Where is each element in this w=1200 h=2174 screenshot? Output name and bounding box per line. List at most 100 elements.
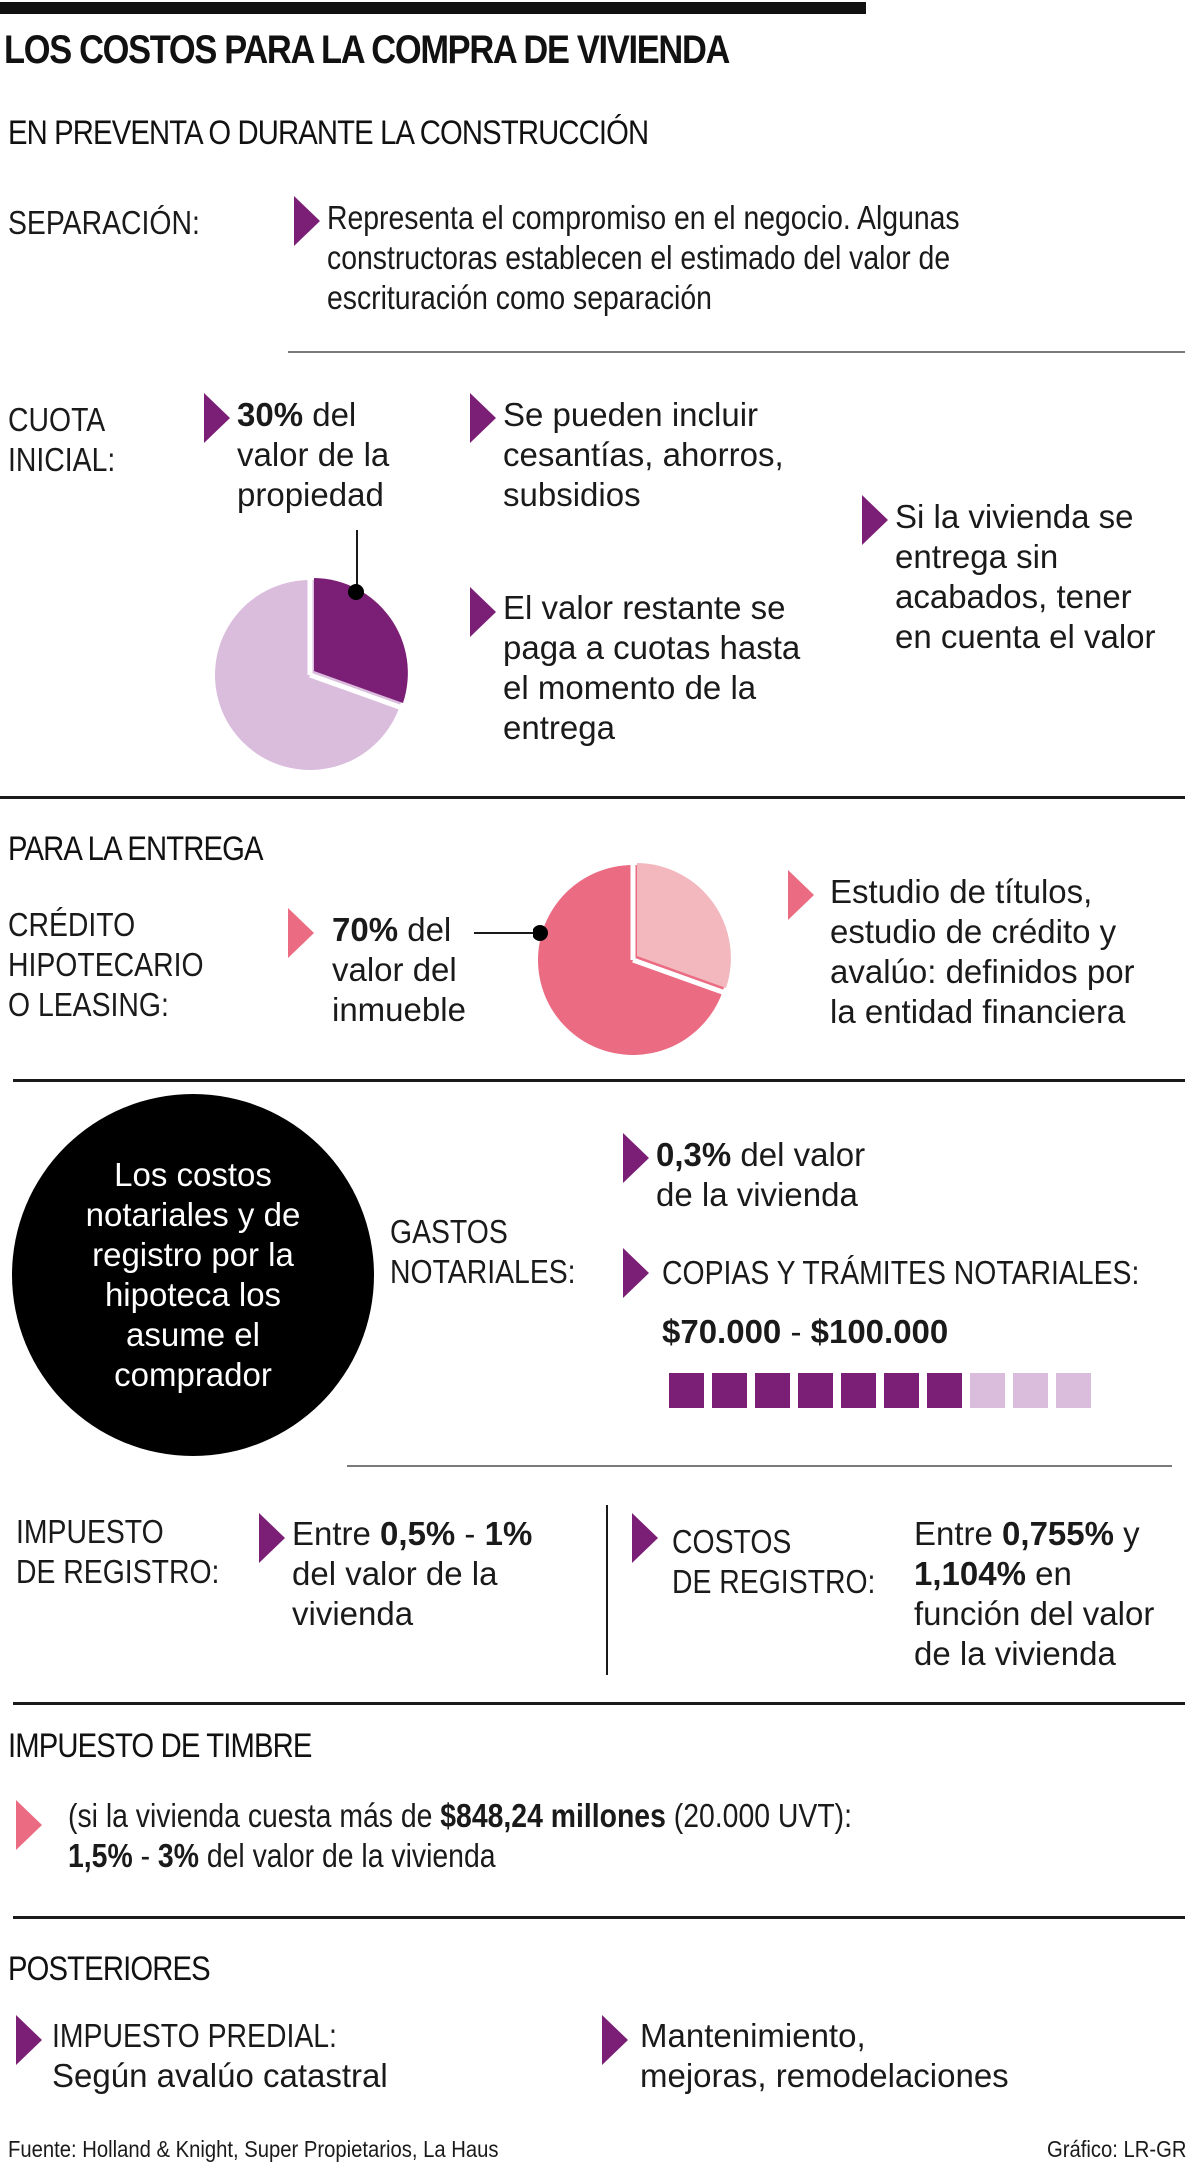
bullet-triangle-icon xyxy=(623,1248,649,1298)
bullet-triangle-icon xyxy=(623,1133,649,1183)
label-line: IMPUESTO xyxy=(16,1513,164,1550)
notariales-percent-text: 0,3% del valor de la vivienda xyxy=(656,1135,865,1215)
cuota-bullet-2: El valor restante se paga a cuotas hasta… xyxy=(503,588,800,748)
square-filled xyxy=(927,1373,962,1408)
square-empty xyxy=(1056,1373,1091,1408)
square-empty xyxy=(970,1373,1005,1408)
credito-label: CRÉDITO HIPOTECARIO O LEASING: xyxy=(8,905,204,1025)
divider xyxy=(13,1916,1185,1919)
text-line: cesantías, ahorros, xyxy=(503,436,784,473)
text-fragment: en xyxy=(1025,1555,1072,1592)
text-line: notariales y de xyxy=(85,1196,301,1233)
range-sep: - xyxy=(781,1313,811,1350)
credito-bullet: Estudio de títulos, estudio de crédito y… xyxy=(830,872,1135,1032)
text-fragment: del xyxy=(398,911,452,948)
text-line: mejoras, remodelaciones xyxy=(640,2057,1009,2094)
bullet-triangle-icon xyxy=(470,587,496,637)
bullet-triangle-icon xyxy=(862,495,888,545)
label-line: O LEASING: xyxy=(8,986,169,1023)
text-line: Se pueden incluir xyxy=(503,396,759,433)
circle-text: Los costos notariales y de registro por … xyxy=(43,1155,343,1395)
cuota-inicial-label: CUOTA INICIAL: xyxy=(8,400,115,480)
leader-dot xyxy=(348,584,364,600)
text-line: entrega sin xyxy=(895,538,1059,575)
text-line: constructoras establecen el estimado del… xyxy=(327,239,951,276)
text-line: acabados, tener xyxy=(895,578,1132,615)
credit-text: Gráfico: LR-GR xyxy=(1046,2136,1186,2162)
bullet-triangle-icon xyxy=(288,908,314,958)
section-heading-timbre: IMPUESTO DE TIMBRE xyxy=(8,1727,312,1765)
label-line: CRÉDITO xyxy=(8,906,136,943)
vertical-divider xyxy=(606,1505,608,1675)
text-fragment: - xyxy=(132,1837,158,1874)
info-circle: Los costos notariales y de registro por … xyxy=(12,1094,374,1456)
bullet-triangle-icon xyxy=(294,196,320,246)
leader-line xyxy=(474,932,540,934)
square-empty xyxy=(1013,1373,1048,1408)
squares-indicator xyxy=(669,1373,1091,1408)
leader-line xyxy=(356,530,358,592)
separacion-label: SEPARACIÓN: xyxy=(8,204,200,241)
costos-registro-label: COSTOS DE REGISTRO: xyxy=(672,1522,875,1602)
text-line: en cuenta el valor xyxy=(895,618,1156,655)
label-line: HIPOTECARIO xyxy=(8,946,204,983)
label-line: CUOTA xyxy=(8,401,106,438)
section-heading-preventa: EN PREVENTA O DURANTE LA CONSTRUCCIÓN xyxy=(8,114,649,152)
range-high: $100.000 xyxy=(810,1313,949,1350)
label-line: INICIAL: xyxy=(8,441,116,478)
cuota-bullet-1: Se pueden incluir cesantías, ahorros, su… xyxy=(503,395,784,515)
text-line: inmueble xyxy=(332,991,466,1028)
text-line: IMPUESTO PREDIAL: xyxy=(52,2017,337,2054)
text-fragment: del valor xyxy=(731,1136,866,1173)
percent-low: 0,755% xyxy=(1002,1515,1114,1552)
text-line: valor del xyxy=(332,951,457,988)
text-line: registro por la xyxy=(92,1236,294,1273)
percent-low: 0,5% xyxy=(380,1515,456,1552)
label-line: GASTOS xyxy=(390,1213,508,1250)
label-line: DE REGISTRO: xyxy=(16,1553,220,1590)
text-line: subsidios xyxy=(503,476,641,513)
text-fragment: del valor de la vivienda xyxy=(198,1837,496,1874)
percent-low: 1,5% xyxy=(68,1837,133,1874)
text-line: entrega xyxy=(503,709,615,746)
bullet-triangle-icon xyxy=(16,1800,42,1850)
text-fragment: Entre xyxy=(292,1515,381,1552)
text-fragment: del xyxy=(303,396,357,433)
impuesto-registro-text: Entre 0,5% - 1% del valor de la vivienda xyxy=(292,1514,532,1634)
text-line: avalúo: definidos por xyxy=(830,953,1135,990)
copias-label: COPIAS Y TRÁMITES NOTARIALES: xyxy=(662,1254,1140,1291)
costos-registro-text: Entre 0,755% y 1,104% en función del val… xyxy=(914,1514,1154,1674)
percent-value: 70% xyxy=(332,911,399,948)
text-line: propiedad xyxy=(237,476,384,513)
credito-percent-text: 70% del valor del inmueble xyxy=(332,910,466,1030)
percent-high: 1% xyxy=(484,1515,533,1552)
bullet-triangle-icon xyxy=(788,870,814,920)
text-line: del valor de la xyxy=(292,1555,498,1592)
impuesto-registro-label: IMPUESTO DE REGISTRO: xyxy=(16,1512,219,1592)
percent-high: 3% xyxy=(157,1837,199,1874)
source-text: Fuente: Holland & Knight, Super Propieta… xyxy=(8,2136,499,2162)
text-fragment: (si la vivienda cuesta más de xyxy=(68,1797,441,1834)
text-line: Según avalúo catastral xyxy=(52,2057,388,2094)
square-filled xyxy=(841,1373,876,1408)
text-line: de la vivienda xyxy=(914,1635,1116,1672)
text-line: escrituración como separación xyxy=(327,279,712,316)
text-fragment: (20.000 UVT): xyxy=(665,1797,852,1834)
divider xyxy=(288,351,1185,353)
pie-chart-credito xyxy=(533,862,731,1055)
square-filled xyxy=(755,1373,790,1408)
label-line: NOTARIALES: xyxy=(390,1253,576,1290)
text-line: la entidad financiera xyxy=(830,993,1126,1030)
range-low: $70.000 xyxy=(662,1313,782,1350)
label-line: COSTOS xyxy=(672,1523,792,1560)
text-line: Estudio de títulos, xyxy=(830,873,1093,910)
text-line: Si la vivienda se xyxy=(895,498,1134,535)
text-line: estudio de crédito y xyxy=(830,913,1117,950)
text-fragment: Entre xyxy=(914,1515,1003,1552)
text-line: asume el xyxy=(126,1316,260,1353)
divider xyxy=(0,796,1185,799)
square-filled xyxy=(712,1373,747,1408)
square-filled xyxy=(798,1373,833,1408)
text-line: hipoteca los xyxy=(104,1276,282,1313)
timbre-text: (si la vivienda cuesta más de $848,24 mi… xyxy=(68,1796,852,1876)
